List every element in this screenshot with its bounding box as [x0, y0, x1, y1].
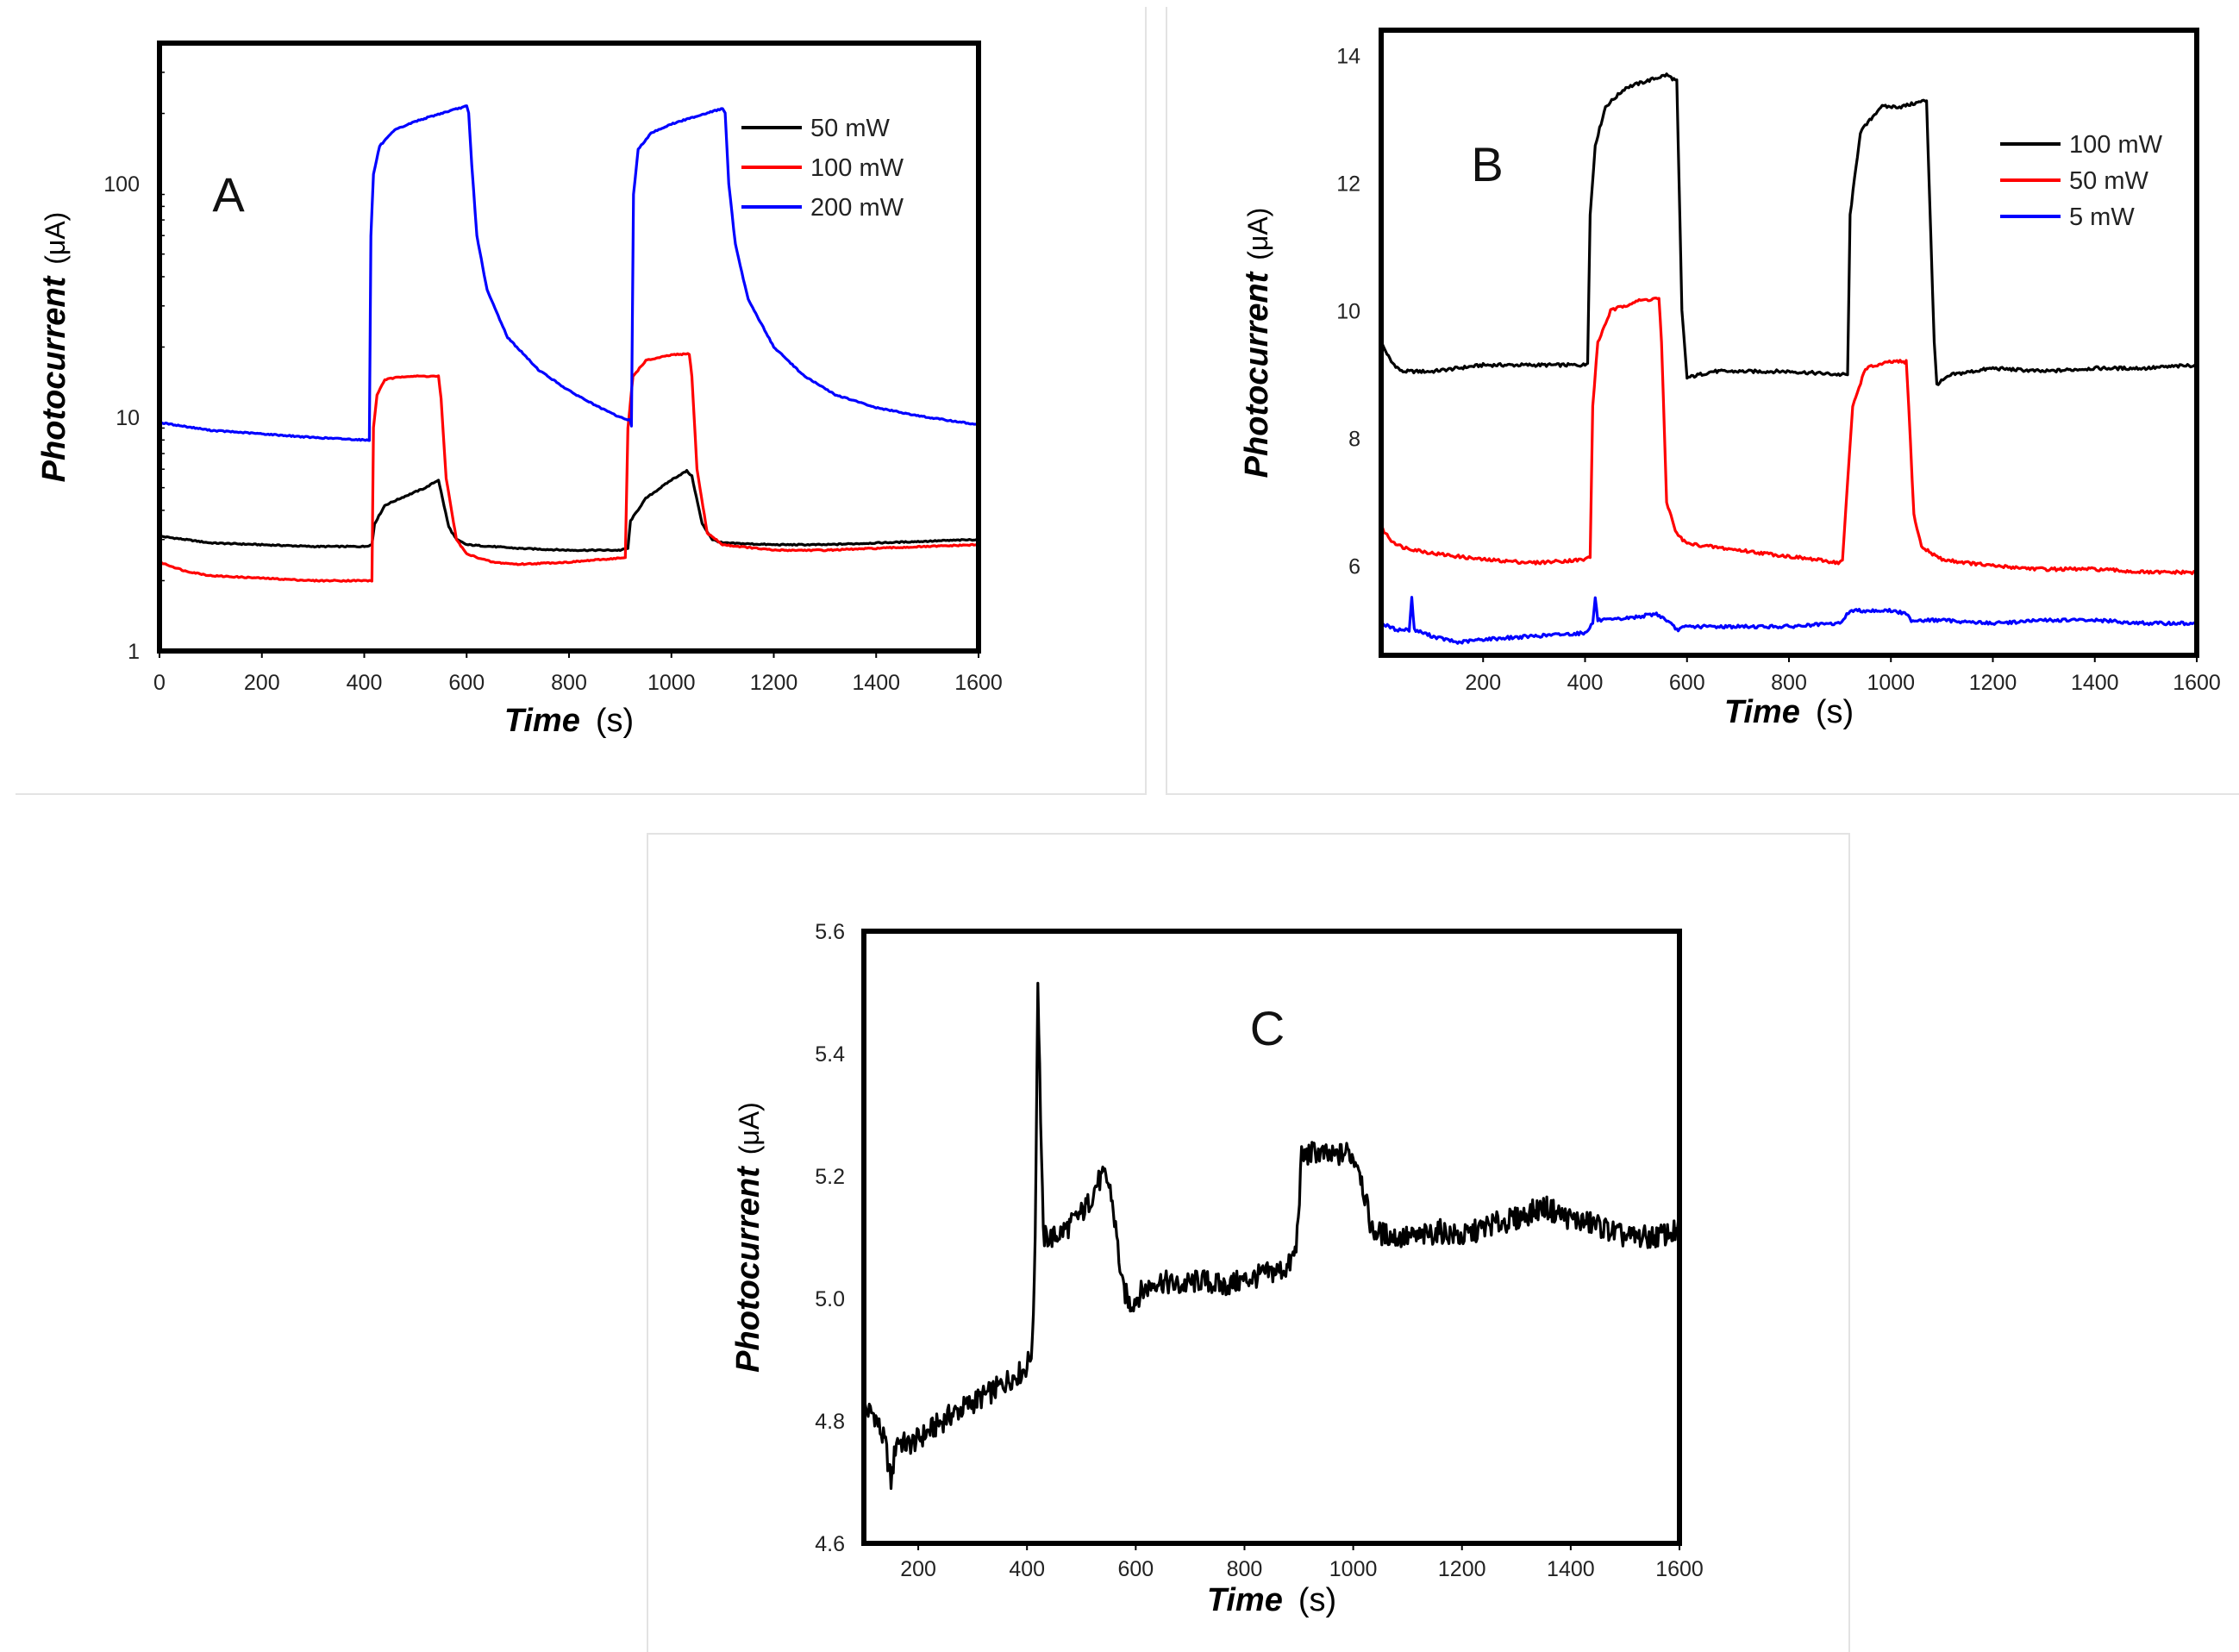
x-axis-label: Time (s)	[1724, 694, 1854, 730]
series-line	[159, 352, 979, 583]
x-tick-label: 400	[347, 671, 383, 695]
x-tick-label: 1000	[1329, 1557, 1378, 1581]
plot-area-border	[861, 929, 1682, 1546]
y-tick-label: 1	[128, 640, 140, 664]
x-tick-label: 800	[1227, 1557, 1263, 1581]
x-tick-label: 1600	[1655, 1557, 1704, 1581]
panel-frame-a	[16, 7, 1147, 795]
plot-area-border	[157, 41, 981, 654]
x-axis-label: Time (s)	[504, 703, 634, 739]
y-tick-label: 5.0	[815, 1287, 845, 1311]
x-tick-label: 200	[244, 671, 280, 695]
series-line	[159, 104, 979, 442]
y-tick-label: 4.6	[815, 1532, 845, 1556]
series-line	[862, 981, 1681, 1490]
x-tick-label: 600	[1117, 1557, 1154, 1581]
series-line	[1380, 297, 2198, 575]
legend-label: 5 mW	[2069, 203, 2135, 231]
legend-label: 100 mW	[2069, 131, 2163, 159]
x-tick-label: 1400	[1547, 1557, 1595, 1581]
x-tick-label: 1000	[647, 671, 696, 695]
x-tick-label: 1600	[2173, 671, 2221, 695]
x-tick-label: 1200	[1438, 1557, 1486, 1581]
x-tick-label: 1200	[750, 671, 798, 695]
legend-label: 50 mW	[2069, 167, 2148, 195]
x-tick-label: 200	[900, 1557, 936, 1581]
y-tick-label: 8	[1348, 427, 1360, 451]
y-tick-label: 10	[116, 406, 140, 430]
x-tick-label: 200	[1465, 671, 1501, 695]
x-tick-label: 800	[551, 671, 587, 695]
y-tick-label: 14	[1336, 45, 1360, 69]
y-tick-label: 10	[1336, 300, 1360, 324]
x-tick-label: 0	[153, 671, 166, 695]
x-tick-label: 600	[448, 671, 485, 695]
y-axis-label: Photocurrent(μA)	[36, 212, 72, 483]
x-tick-label: 800	[1771, 671, 1807, 695]
y-tick-label: 5.6	[815, 920, 845, 944]
panel-frame-c	[647, 833, 1850, 1652]
y-tick-label: 5.2	[815, 1165, 845, 1189]
y-tick-label: 6	[1348, 554, 1360, 579]
legend-label: 50 mW	[810, 115, 890, 142]
x-tick-label: 400	[1009, 1557, 1045, 1581]
series-line	[1379, 596, 2198, 645]
y-axis-label: Photocurrent(μA)	[730, 1102, 766, 1373]
series-line	[1380, 72, 2198, 386]
panel-letter: B	[1471, 137, 1503, 191]
legend-label: 200 mW	[810, 194, 904, 222]
plot-area-border	[1379, 28, 2199, 658]
x-tick-label: 1400	[2071, 671, 2119, 695]
series-line	[159, 469, 979, 553]
y-tick-label: 4.8	[815, 1410, 845, 1434]
panel-letter: C	[1250, 1001, 1285, 1055]
x-tick-label: 1600	[954, 671, 1003, 695]
legend-label: 100 mW	[810, 154, 904, 182]
y-tick-label: 100	[103, 172, 140, 197]
panel-frame-b	[1166, 7, 2239, 795]
x-tick-label: 1000	[1867, 671, 1915, 695]
y-tick-label: 12	[1336, 172, 1360, 197]
x-tick-label: 1400	[852, 671, 900, 695]
y-axis-label: Photocurrent(μA)	[1239, 208, 1275, 479]
y-tick-label: 5.4	[815, 1042, 845, 1067]
x-tick-label: 1200	[1969, 671, 2017, 695]
x-axis-label: Time (s)	[1207, 1582, 1336, 1618]
x-tick-label: 400	[1567, 671, 1604, 695]
panel-letter: A	[212, 167, 245, 222]
x-tick-label: 600	[1669, 671, 1705, 695]
